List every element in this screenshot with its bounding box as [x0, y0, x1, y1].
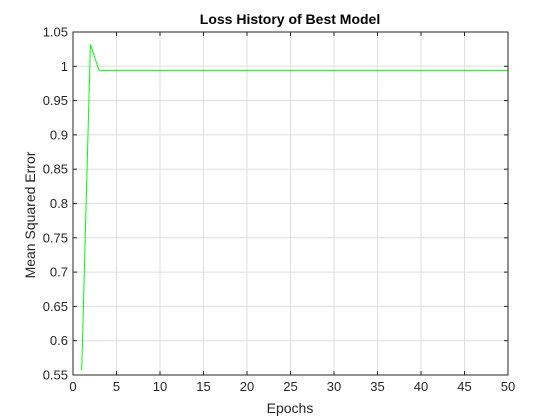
y-tick-label: 0.75 [43, 230, 68, 245]
x-tick-label: 15 [196, 379, 210, 394]
y-tick-label: 0.85 [43, 162, 68, 177]
x-tick-label: 25 [283, 379, 297, 394]
y-tick-label: 0.9 [50, 127, 68, 142]
tick-marks [72, 31, 509, 376]
y-tick-label: 1.05 [43, 25, 68, 40]
y-tick-label: 0.95 [43, 93, 68, 108]
x-tick-label: 0 [69, 379, 76, 394]
x-tick-label: 30 [327, 379, 341, 394]
x-tick-label: 20 [240, 379, 254, 394]
y-tick-label: 1 [61, 59, 68, 74]
y-tick-label: 0.8 [50, 196, 68, 211]
x-tick-label: 35 [370, 379, 384, 394]
series-layer [81, 44, 508, 371]
x-tick-label: 45 [457, 379, 471, 394]
y-tick-label: 0.55 [43, 368, 68, 383]
chart-title: Loss History of Best Model [200, 11, 380, 27]
x-axis-label: Epochs [267, 400, 314, 416]
y-tick-labels: 0.55 0.6 0.65 0.7 0.75 0.8 0.85 0.9 0.95 1 1.05 [43, 25, 68, 383]
x-tick-label: 10 [153, 379, 167, 394]
x-tick-labels: 0 5 10 15 20 25 30 35 40 45 50 [69, 379, 515, 394]
y-tick-label: 0.65 [43, 299, 68, 314]
y-axis-label: Mean Squared Error [22, 151, 38, 278]
y-tick-label: 0.7 [50, 265, 68, 280]
grid-lines [72, 31, 509, 376]
y-tick-label: 0.6 [50, 333, 68, 348]
loss-series-line [81, 44, 508, 371]
x-tick-label: 40 [414, 379, 428, 394]
x-tick-label: 5 [113, 379, 120, 394]
x-tick-label: 50 [501, 379, 515, 394]
